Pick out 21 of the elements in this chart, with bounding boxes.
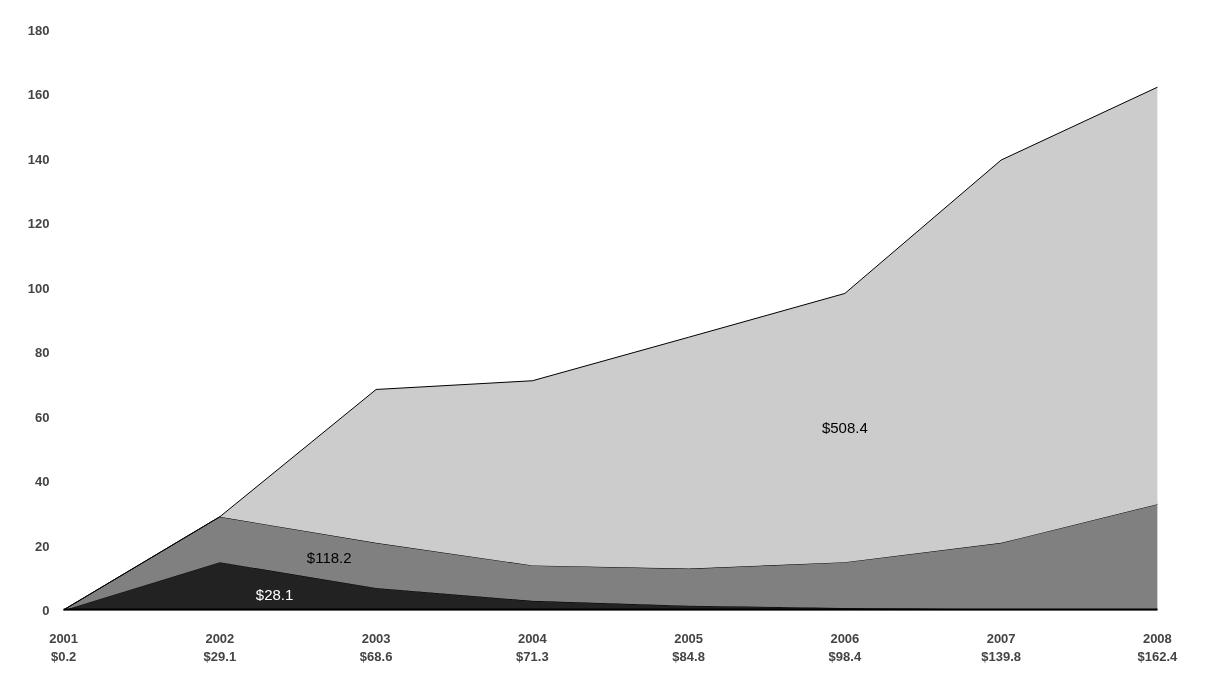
y-tick-label: 60: [35, 409, 50, 425]
annotation: $508.4: [821, 419, 868, 437]
x-tick-label: 2006 $98.4: [828, 630, 862, 664]
annotation: $118.2: [306, 549, 352, 567]
y-tick-label: 140: [27, 151, 50, 167]
y-tick-label: 0: [42, 603, 50, 618]
y-tick-label: 20: [35, 538, 50, 554]
x-tick-label: 2004 $71.3: [516, 630, 549, 664]
y-tick-label: 120: [27, 216, 50, 232]
y-tick-label: 160: [27, 87, 50, 103]
x-tick-label: 2002 $29.1: [203, 630, 237, 664]
x-tick-label: 2007 $139.8: [981, 630, 1022, 664]
x-tick-label: 2003 $68.6: [359, 630, 393, 664]
y-tick-label: 180: [27, 23, 50, 38]
y-tick-label: 40: [35, 474, 50, 490]
x-tick-label: 2005 $84.8: [672, 630, 705, 664]
x-tick-label: 2008 $162.4: [1137, 630, 1179, 664]
x-tick-label: 2001 $0.2: [49, 630, 79, 664]
y-tick-label: 100: [27, 280, 50, 296]
annotation: $28.1: [255, 586, 294, 604]
y-tick-label: 80: [35, 345, 50, 361]
